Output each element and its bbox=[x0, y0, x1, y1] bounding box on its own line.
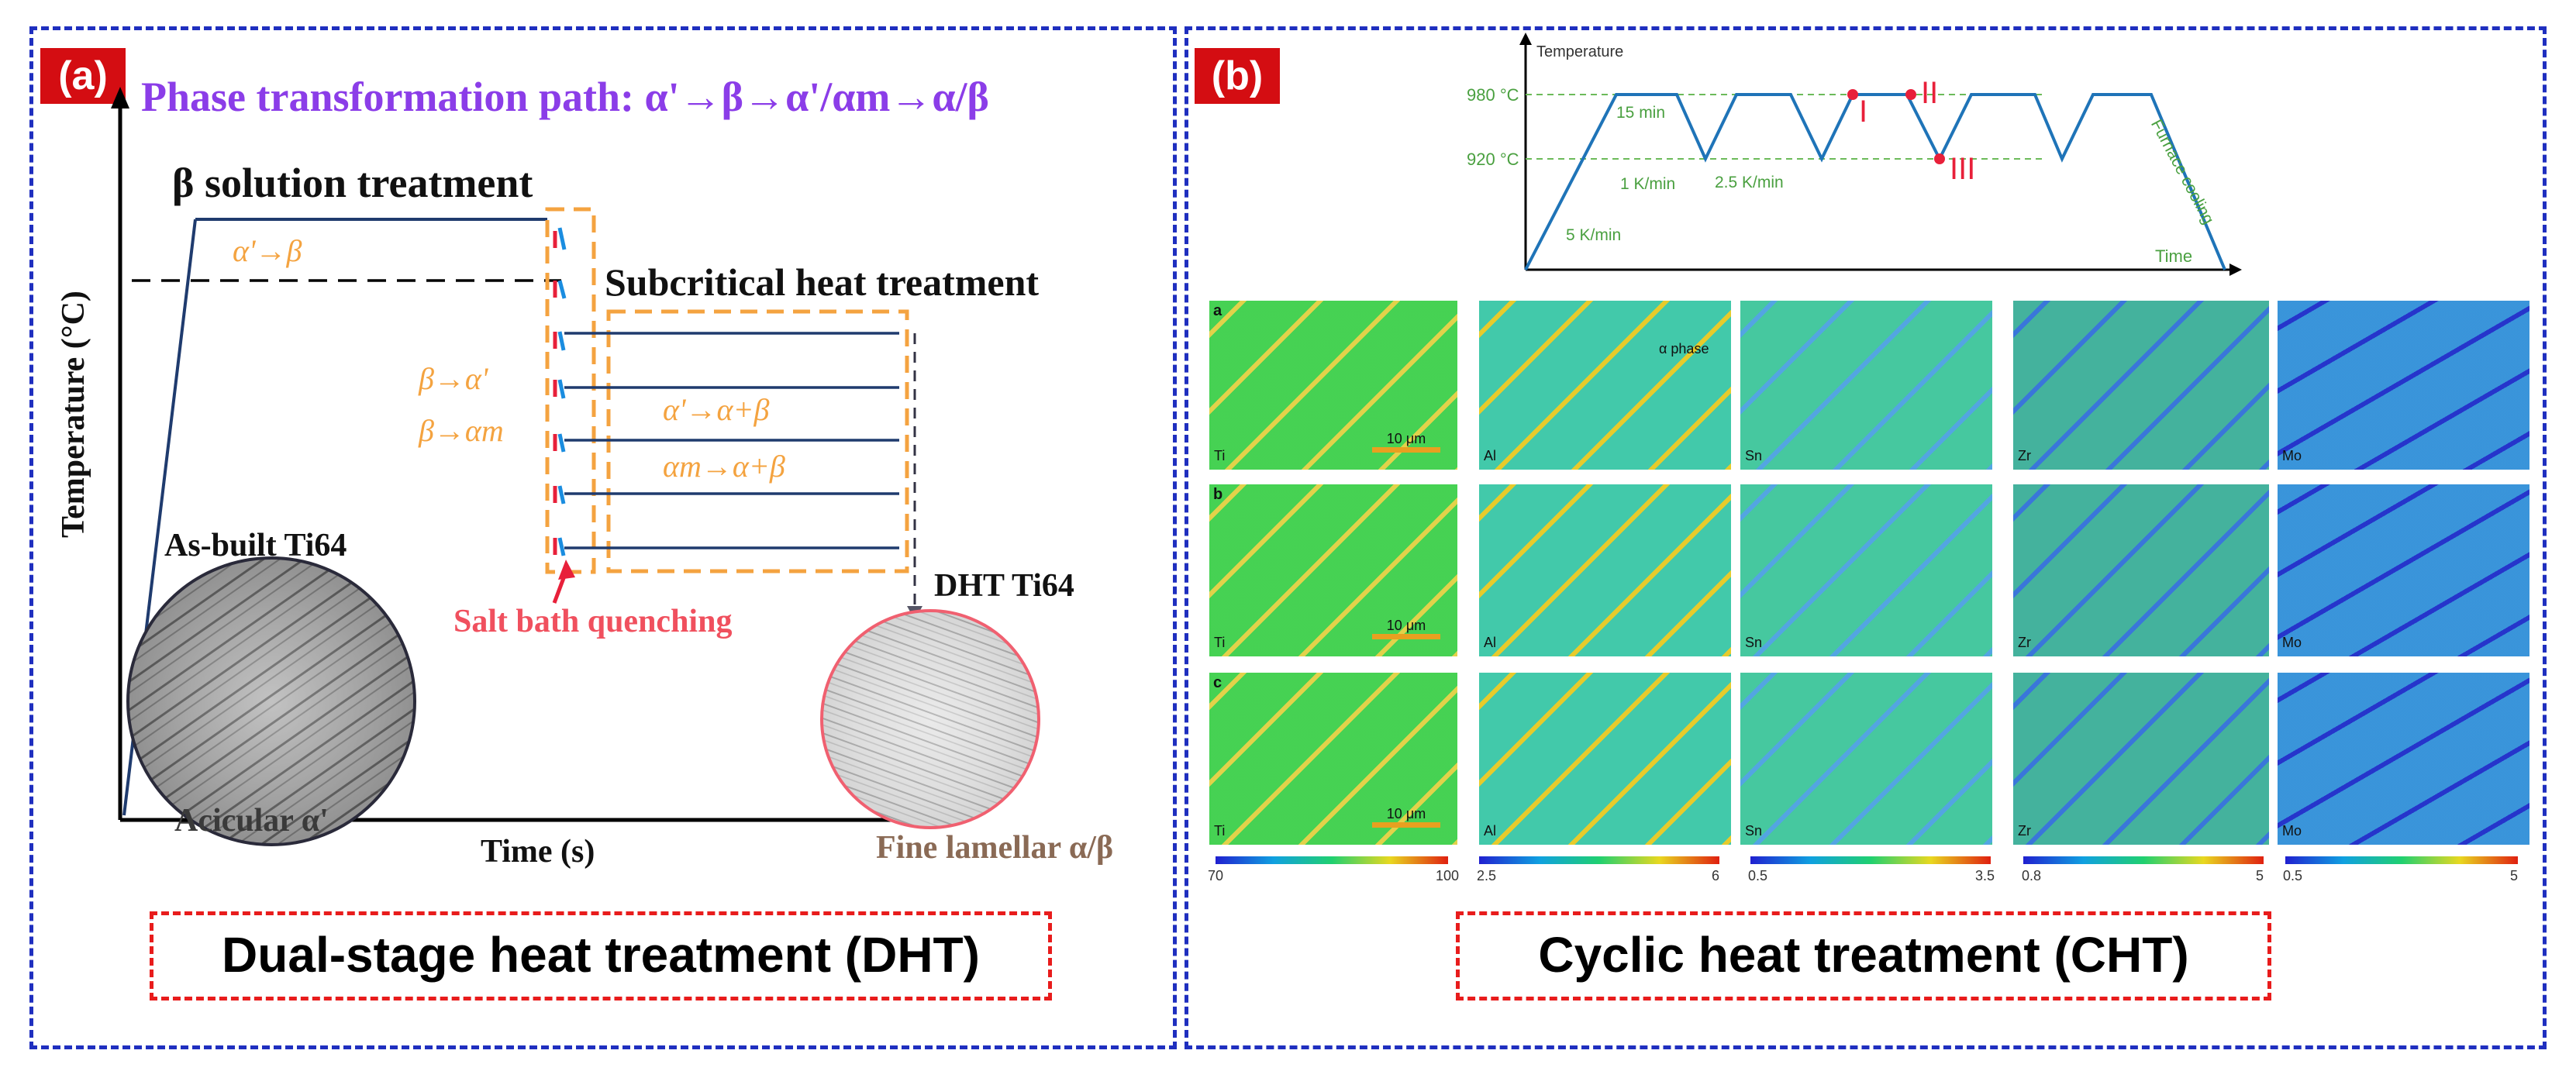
eds-element-label: Sn bbox=[1745, 823, 1763, 839]
salt-bath-label: Salt bath quenching bbox=[453, 604, 733, 639]
alpha-to-beta-label: α'→β bbox=[233, 233, 302, 268]
dht-ti64-label: DHT Ti64 bbox=[934, 568, 1074, 604]
beta-to-alpha-prime-label: β→α' bbox=[419, 361, 488, 396]
eds-map-c-sn bbox=[1740, 673, 1992, 845]
eds-map-a-al bbox=[1479, 301, 1731, 470]
beta-solution-label: β solution treatment bbox=[172, 160, 533, 206]
alpha-phase-label: α phase bbox=[1659, 341, 1709, 356]
x-axis-label: Time (s) bbox=[481, 834, 595, 870]
eds-map-b-al bbox=[1479, 484, 1731, 656]
rate1-label: 1 K/min bbox=[1620, 175, 1676, 193]
eds-element-label: Ti bbox=[1214, 823, 1226, 839]
panel-b-tag: (b) bbox=[1195, 48, 1280, 104]
point-I bbox=[1847, 89, 1858, 100]
eds-map-c-zr bbox=[2013, 673, 2269, 845]
y-axis-arrow bbox=[111, 87, 129, 108]
acicular-label: Acicular α' bbox=[174, 803, 329, 839]
eds-element-label: Mo bbox=[2282, 448, 2302, 463]
t920-label: 920 °C bbox=[1467, 150, 1519, 169]
scale-bar: 10 μm bbox=[1372, 806, 1440, 828]
mark-II: II bbox=[1921, 76, 1939, 110]
mark-III: III bbox=[1950, 152, 1976, 186]
as-built-label: As-built Ti64 bbox=[164, 528, 347, 563]
cbar-2-max: 6 bbox=[1712, 868, 1720, 883]
eds-row-label: b bbox=[1213, 486, 1223, 503]
temp-axis-label: Temperature bbox=[1536, 43, 1624, 60]
eds-element-label: Zr bbox=[2018, 448, 2031, 463]
alpha-m-to-ab-label: αm→α+β bbox=[663, 449, 785, 484]
as-built-micrograph bbox=[128, 558, 415, 845]
cbar-5-min: 0.5 bbox=[2283, 868, 2303, 883]
eds-element-label: Sn bbox=[1745, 635, 1763, 650]
caption-dht: Dual-stage heat treatment (DHT) bbox=[150, 911, 1052, 1001]
eds-element-label: Zr bbox=[2018, 635, 2031, 650]
cbar-2-min: 2.5 bbox=[1477, 868, 1497, 883]
caption-cht: Cyclic heat treatment (CHT) bbox=[1456, 911, 2271, 1001]
beta-to-alpha-m-label: β→αm bbox=[419, 413, 504, 448]
eds-map-a-sn bbox=[1740, 301, 1992, 470]
eds-element-label: Zr bbox=[2018, 823, 2031, 839]
eds-map-c-ti bbox=[1209, 673, 1457, 845]
scale-bar: 10 μm bbox=[1372, 618, 1440, 639]
eds-element-label: Ti bbox=[1214, 635, 1226, 650]
eds-element-label: Mo bbox=[2282, 823, 2302, 839]
mark-I: I bbox=[1859, 95, 1868, 129]
cbar-3-min: 0.5 bbox=[1748, 868, 1768, 883]
eds-map-a-zr bbox=[2013, 301, 2269, 470]
eds-map-c-al bbox=[1479, 673, 1731, 845]
cbar-1-min: 70 bbox=[1208, 868, 1224, 883]
point-III bbox=[1934, 153, 1945, 164]
cbar-4-min: 0.8 bbox=[2022, 868, 2042, 883]
phase-path-title: Phase transformation path: α'→β→α'/αm→α/… bbox=[141, 74, 989, 120]
eds-element-label: Sn bbox=[1745, 448, 1763, 463]
rate2-label: 2.5 K/min bbox=[1715, 174, 1784, 191]
hold-label: 15 min bbox=[1616, 104, 1666, 122]
eds-map-a-mo bbox=[2278, 301, 2529, 470]
time-axis-label: Time bbox=[2155, 246, 2193, 266]
scale-bar: 10 μm bbox=[1372, 431, 1440, 453]
cbar-3-max: 3.5 bbox=[1975, 868, 1995, 883]
eds-element-label: Al bbox=[1484, 823, 1497, 839]
eds-map-c-mo bbox=[2278, 673, 2529, 845]
eds-row-label: a bbox=[1213, 302, 1222, 319]
eds-map-b-zr bbox=[2013, 484, 2269, 656]
eds-element-label: Al bbox=[1484, 448, 1497, 463]
cht-profile-line bbox=[1524, 93, 2226, 270]
cbar-4-max: 5 bbox=[2256, 868, 2264, 883]
rate3-label: 5 K/min bbox=[1566, 226, 1622, 244]
eds-map-a-ti bbox=[1209, 301, 1457, 470]
dht-micrograph bbox=[822, 611, 1039, 828]
eds-map-b-sn bbox=[1740, 484, 1992, 656]
panel-a bbox=[29, 26, 1177, 1049]
fine-lamellar-label: Fine lamellar α/β bbox=[876, 830, 1114, 866]
y-axis-label: Temperature (°C) bbox=[56, 291, 91, 538]
subcritical-label: Subcritical heat treatment bbox=[605, 260, 1040, 304]
eds-element-label: Mo bbox=[2282, 635, 2302, 650]
panel-b bbox=[1185, 26, 2547, 1049]
eds-map-b-mo bbox=[2278, 484, 2529, 656]
t980-label: 980 °C bbox=[1467, 85, 1519, 105]
eds-map-b-ti bbox=[1209, 484, 1457, 656]
point-II bbox=[1905, 89, 1916, 100]
cbar-1-max: 100 bbox=[1436, 868, 1460, 883]
alpha-prime-to-ab-label: α'→α+β bbox=[663, 392, 770, 427]
eds-element-label: Ti bbox=[1214, 448, 1226, 463]
panel-a-tag: (a) bbox=[40, 48, 126, 104]
eds-element-label: Al bbox=[1484, 635, 1497, 650]
colorbars bbox=[1216, 856, 2518, 864]
cbar-5-max: 5 bbox=[2510, 868, 2519, 883]
eds-row-label: c bbox=[1213, 674, 1222, 691]
